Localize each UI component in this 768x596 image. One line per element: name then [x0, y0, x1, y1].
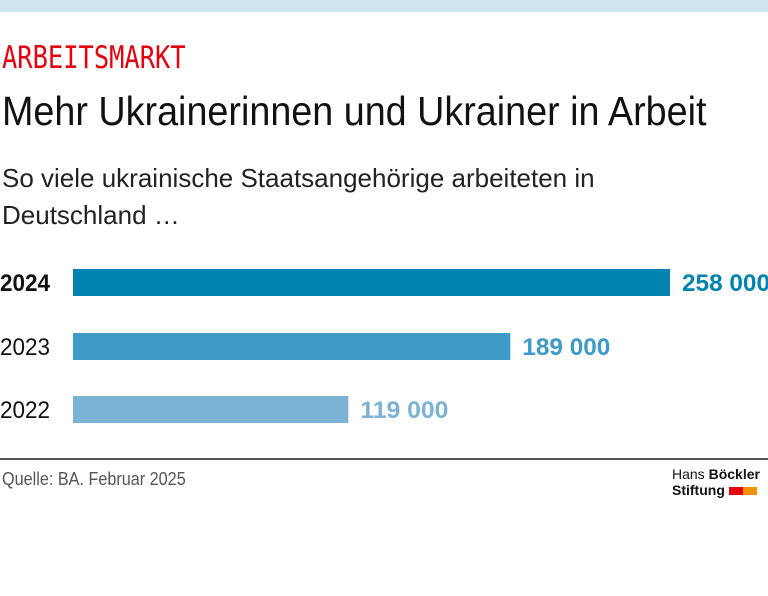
kicker: ARBEITSMARKT	[2, 40, 186, 76]
logo: Hans Böckler Stiftung	[672, 466, 760, 498]
chart-subtitle: So viele ukrainische Staatsangehörige ar…	[2, 163, 595, 230]
category-label: 2022	[0, 397, 50, 424]
logo-text-stiftung: Stiftung	[672, 482, 725, 498]
value-label: 258 000	[682, 270, 768, 297]
category-label: 2024	[0, 270, 51, 297]
chart-title: Mehr Ukrainerinnen und Ukrainer in Arbei…	[2, 88, 707, 134]
logo-text-bold: Böckler	[708, 466, 760, 482]
bar-2022	[73, 396, 349, 423]
bar-chart: 2024 258 000 2023 189 000 2022 119 000	[0, 269, 768, 424]
divider	[0, 458, 768, 460]
value-label: 119 000	[360, 397, 448, 424]
logo-orange-square	[742, 487, 757, 496]
top-band	[0, 0, 768, 12]
logo-text: Hans	[672, 466, 705, 482]
bar-2023	[73, 333, 511, 360]
category-label: 2023	[0, 334, 50, 361]
value-label: 189 000	[522, 334, 610, 361]
logo-red-square	[728, 487, 743, 496]
bar-2024	[73, 269, 670, 296]
source-note: Quelle: BA. Februar 2025	[2, 469, 186, 489]
